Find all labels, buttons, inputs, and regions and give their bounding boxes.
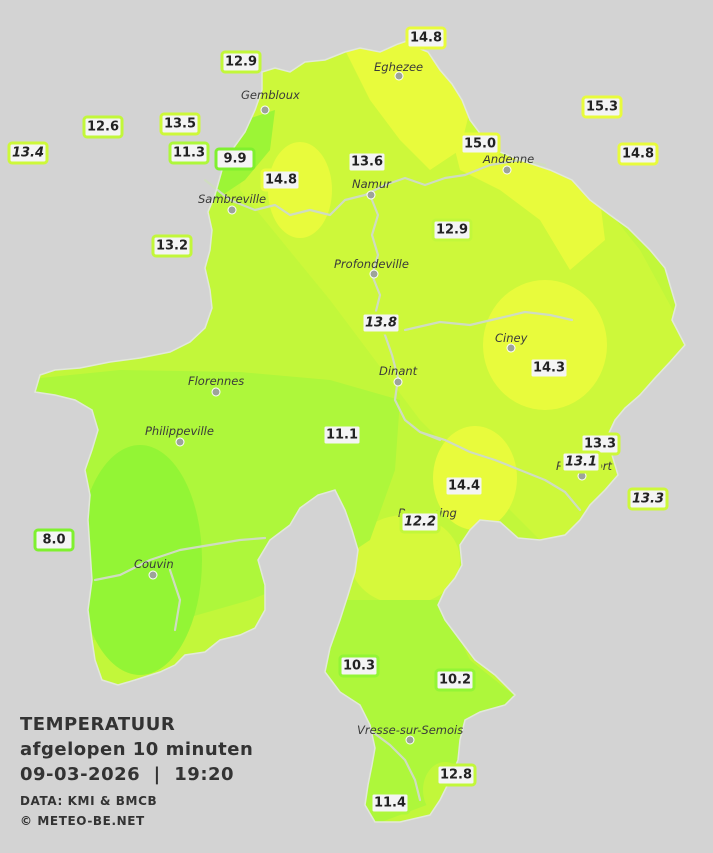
station-value: 14.8: [410, 31, 442, 46]
station-value: 13.5: [164, 117, 196, 132]
station-value: 11.3: [173, 146, 205, 161]
map-datetime: 09-03-2026 | 19:20: [20, 764, 235, 785]
city-label-gembloux: Gembloux: [241, 88, 300, 102]
station-value: 12.8: [440, 768, 472, 783]
map-subtitle: afgelopen 10 minuten: [20, 739, 254, 760]
station-badge-external[interactable]: 13.1: [560, 450, 602, 474]
station-value: 10.2: [439, 673, 471, 688]
station-value: 13.8: [365, 316, 397, 331]
city-dot-florennes: [211, 387, 221, 397]
station-badge[interactable]: 13.3: [579, 432, 621, 456]
river-sambre-meuse: [203, 158, 547, 217]
station-badge-external[interactable]: 13.3: [627, 487, 669, 511]
station-badge[interactable]: 15.0: [459, 132, 501, 156]
station-badge[interactable]: 11.1: [321, 423, 363, 447]
zone-yellow-green-south: [350, 515, 460, 605]
station-value: 15.0: [464, 137, 496, 152]
station-badge[interactable]: 11.3: [168, 141, 210, 165]
station-badge[interactable]: 14.3: [528, 356, 570, 380]
zone-yellow-ciney: [483, 280, 607, 410]
station-badge-external[interactable]: 12.2: [399, 510, 441, 534]
station-badge[interactable]: 13.2: [151, 234, 193, 258]
station-value: 12.2: [404, 515, 436, 530]
city-dot-andenne: [502, 165, 512, 175]
station-badge[interactable]: 10.2: [434, 668, 476, 692]
station-badge[interactable]: 13.6: [346, 150, 388, 174]
station-badge[interactable]: 12.6: [82, 115, 124, 139]
station-value: 12.9: [225, 55, 257, 70]
station-value: 13.4: [12, 146, 44, 161]
station-badge[interactable]: 14.4: [443, 474, 485, 498]
station-value: 15.3: [586, 100, 618, 115]
station-badge[interactable]: 11.4: [369, 791, 411, 815]
station-badge[interactable]: 8.0: [33, 528, 75, 552]
river-bocq: [403, 310, 574, 332]
station-value: 12.9: [436, 223, 468, 238]
map-title: TEMPERATUUR: [20, 714, 176, 735]
river-eau-noire: [93, 536, 267, 582]
station-badge[interactable]: 12.9: [431, 218, 473, 242]
zone-yellow-andenne: [455, 150, 605, 270]
city-label-sambreville: Sambreville: [198, 192, 266, 206]
city-dot-sambreville: [227, 205, 237, 215]
station-badge[interactable]: 14.8: [617, 142, 659, 166]
city-label-dinant: Dinant: [379, 364, 418, 378]
station-badge[interactable]: 14.8: [260, 168, 302, 192]
city-label-vresse: Vresse-sur-Semois: [357, 723, 463, 737]
zone-yellow-eghezee: [340, 40, 470, 170]
station-badge[interactable]: 12.8: [435, 763, 477, 787]
city-dot-profondeville: [369, 269, 379, 279]
station-value: 13.6: [351, 155, 383, 170]
station-value: 13.2: [156, 239, 188, 254]
city-dot-namur: [366, 190, 376, 200]
station-value: 12.6: [87, 120, 119, 135]
city-label-namur: Namur: [352, 177, 392, 191]
river-semois: [368, 728, 422, 802]
city-label-philippeville: Philippeville: [145, 424, 214, 438]
station-badge[interactable]: 15.3: [581, 95, 623, 119]
city-dot-philippeville: [175, 437, 185, 447]
city-dot-vresse: [405, 735, 415, 745]
station-value: 11.4: [374, 796, 406, 811]
station-value: 10.3: [343, 659, 375, 674]
station-badge[interactable]: 10.3: [338, 654, 380, 678]
city-label-profondeville: Profondeville: [334, 257, 409, 271]
city-dot-dinant: [393, 377, 403, 387]
station-value: 14.8: [265, 173, 297, 188]
temperature-stations: 14.8 12.9 15.3 12.6 13.5 15.0 13.4 11.3: [7, 26, 669, 815]
copyright: © METEO-BE.NET: [20, 814, 145, 828]
station-badge-external[interactable]: 13.4: [7, 141, 49, 165]
city-label-florennes: Florennes: [188, 374, 244, 388]
city-dot-couvin: [148, 570, 158, 580]
station-value: 14.8: [622, 147, 654, 162]
station-value: 14.3: [533, 361, 565, 376]
station-badge[interactable]: 12.9: [220, 50, 262, 74]
city-dot-eghezee: [394, 71, 404, 81]
data-source: DATA: KMI & BMCB: [20, 794, 158, 808]
river-viroin: [168, 568, 182, 632]
station-badge[interactable]: 9.9: [214, 147, 256, 171]
station-badge[interactable]: 13.5: [159, 112, 201, 136]
station-value: 13.3: [584, 437, 616, 452]
station-value: 11.1: [326, 428, 358, 443]
station-badge-external[interactable]: 13.8: [360, 311, 402, 335]
station-value: 9.9: [223, 152, 246, 167]
station-value: 13.3: [632, 492, 664, 507]
city-label-ciney: Ciney: [495, 331, 528, 345]
city-label-couvin: Couvin: [134, 557, 174, 571]
zone-green-couvin: [78, 445, 202, 675]
river-lesse: [418, 430, 582, 512]
station-badge[interactable]: 14.8: [405, 26, 447, 50]
station-value: 13.1: [565, 455, 597, 470]
station-value: 14.4: [448, 479, 480, 494]
map-legend: TEMPERATUUR afgelopen 10 minuten 09-03-2…: [20, 712, 253, 831]
city-dot-ciney: [506, 343, 516, 353]
station-value: 8.0: [42, 533, 65, 548]
city-label-eghezee: Eghezee: [374, 60, 423, 74]
city-dot-gembloux: [260, 105, 270, 115]
